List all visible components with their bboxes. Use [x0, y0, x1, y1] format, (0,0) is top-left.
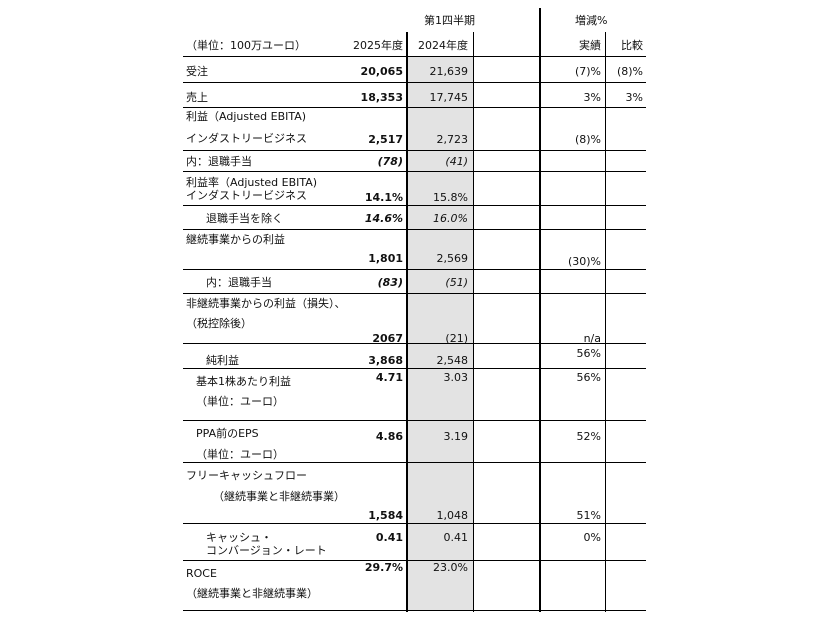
col-actual: 実績: [579, 39, 601, 52]
table-row: 利益率（Adjusted EBITA) インダストリービジネス 14.1% 15.8%: [183, 172, 646, 206]
divider: [473, 32, 474, 612]
table-row: 基本1株あたり利益 （単位：ユーロ） 4.71 3.03 56%: [183, 369, 646, 421]
value-2024: 21,639: [429, 65, 469, 78]
change-actual: 52%: [576, 430, 601, 443]
value-2025: (78): [377, 155, 403, 168]
value-2025: 14.6%: [364, 212, 403, 225]
value-2025: 3,868: [368, 354, 403, 367]
value-2024: 3.03: [443, 371, 469, 384]
col-2025: 2025年度: [353, 39, 403, 52]
row-label: 内：退職手当: [186, 155, 252, 168]
row-label: 継続事業からの利益: [186, 233, 285, 246]
period-header: 第1四半期: [424, 14, 475, 27]
row-label: キャッシュ・: [206, 531, 272, 544]
value-2025: 14.1%: [364, 191, 403, 204]
value-2025: 1,801: [368, 252, 403, 265]
divider: [605, 32, 606, 612]
table-row: キャッシュ・ コンバージョン・レート 0.41 0.41 0%: [183, 524, 646, 561]
table-row: 継続事業からの利益 1,801 2,569 (30)%: [183, 230, 646, 270]
row-label: インダストリービジネス: [186, 189, 307, 202]
row-label: ROCE: [186, 567, 217, 580]
change-comparable: (8)%: [616, 65, 643, 78]
divider: [539, 8, 541, 612]
change-actual: 0%: [583, 531, 601, 544]
table-row: 非継続事業からの利益（損失）、 （税控除後） 2067 (21) n/a: [183, 294, 646, 345]
row-label: 利益（Adjusted EBITA): [186, 110, 307, 123]
value-2025: 1,584: [368, 509, 403, 522]
divider: [406, 32, 408, 612]
table-row: 内：退職手当 (78) (41): [183, 151, 646, 172]
value-2025: (83): [377, 276, 403, 289]
header-row: （単位：100万ユーロ） 2025年度 2024年度 実績 比較: [183, 32, 646, 57]
row-label: 純利益: [206, 354, 239, 367]
value-2024: 2,723: [436, 133, 469, 146]
value-2025: 4.71: [375, 371, 403, 384]
value-2024: 17,745: [429, 91, 469, 104]
value-2024: (51): [445, 276, 468, 289]
table-row: 退職手当を除く 14.6% 16.0%: [183, 206, 646, 230]
row-label: 基本1株あたり利益: [196, 375, 291, 388]
row-label: インダストリービジネス: [186, 132, 307, 145]
row-label: コンバージョン・レート: [206, 544, 327, 557]
col-2024: 2024年度: [418, 39, 468, 52]
change-comparable: 3%: [625, 91, 643, 104]
change-actual: (7)%: [574, 65, 601, 78]
row-label: 利益率（Adjusted EBITA): [186, 176, 318, 189]
value-2025: 0.41: [375, 531, 403, 544]
change-actual: n/a: [583, 332, 601, 345]
row-label: 非継続事業からの利益（損失）、: [186, 297, 346, 310]
change-header: 増減%: [575, 14, 608, 27]
change-actual: 56%: [576, 347, 601, 360]
value-2024: 23.0%: [433, 561, 468, 574]
table-row: 売上 18,353 17,745 3% 3%: [183, 83, 646, 108]
value-2024: 0.41: [443, 531, 469, 544]
value-2024: 15.8%: [433, 191, 468, 204]
table-row: フリーキャッシュフロー （継続事業と非継続事業） 1,584 1,048 51%: [183, 463, 646, 524]
table-row: 利益（Adjusted EBITA) インダストリービジネス 2,517 2,723 (…: [183, 108, 646, 151]
value-2025: 20,065: [360, 65, 403, 78]
row-label: フリーキャッシュフロー: [186, 469, 307, 482]
row-label: （単位：ユーロ）: [196, 395, 284, 408]
table-row: ROCE （継続事業と非継続事業） 29.7% 23.0%: [183, 561, 646, 611]
value-2024: 16.0%: [433, 212, 468, 225]
change-actual: (8)%: [574, 133, 601, 146]
value-2025: 4.86: [375, 430, 403, 443]
value-2024: 2,548: [436, 354, 469, 367]
row-label: （継続事業と非継続事業）: [213, 490, 345, 503]
row-label: 退職手当を除く: [206, 212, 283, 225]
current-year-highlight: [408, 57, 473, 611]
change-actual: 3%: [583, 91, 601, 104]
value-2024: 3.19: [443, 430, 469, 443]
value-2025: 2,517: [368, 133, 403, 146]
table-row: 内：退職手当 (83) (51): [183, 270, 646, 294]
col-comparable: 比較: [621, 39, 643, 52]
value-2025: 29.7%: [364, 561, 403, 574]
row-label: 売上: [186, 91, 208, 104]
value-2024: (41): [445, 155, 468, 168]
row-label: （税控除後）: [186, 317, 252, 330]
change-actual: (30)%: [567, 255, 601, 268]
unit-label: （単位：100万ユーロ）: [186, 39, 306, 52]
row-label: （単位：ユーロ）: [196, 448, 284, 461]
row-label: （継続事業と非継続事業）: [186, 587, 318, 600]
change-actual: 51%: [576, 509, 601, 522]
value-2024: 2,569: [436, 252, 469, 265]
value-2025: 18,353: [360, 91, 403, 104]
row-label: 受注: [186, 65, 208, 78]
value-2024: (21): [445, 332, 468, 345]
row-label: PPA前のEPS: [196, 427, 259, 440]
value-2025: 2067: [372, 332, 403, 345]
table-row: PPA前のEPS （単位：ユーロ） 4.86 3.19 52%: [183, 421, 646, 463]
change-actual: 56%: [576, 371, 601, 384]
table-row: 受注 20,065 21,639 (7)% (8)%: [183, 57, 646, 83]
table-row: 純利益 3,868 2,548 56%: [183, 344, 646, 369]
value-2024: 1,048: [436, 509, 469, 522]
row-label: 内：退職手当: [206, 276, 272, 289]
